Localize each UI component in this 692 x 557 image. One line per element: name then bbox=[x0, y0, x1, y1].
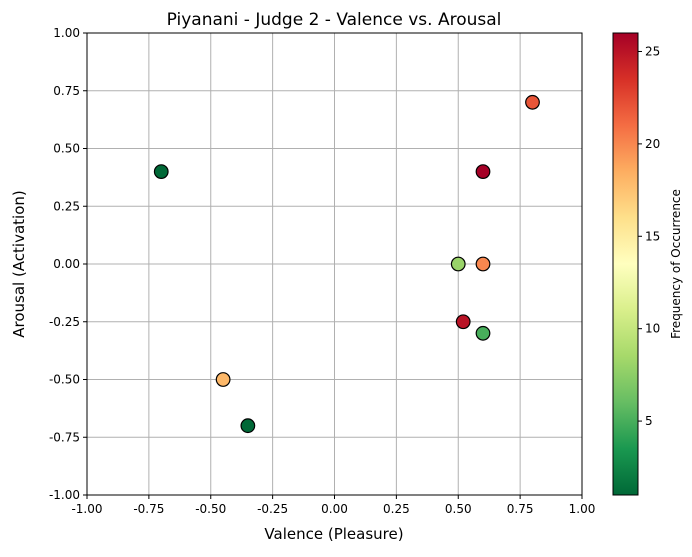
colorbar-tick-label: 15 bbox=[645, 229, 660, 243]
y-axis-ticks: -1.00 -0.75 -0.50 -0.25 0.00 0.25 0.50 0.75 1.00 bbox=[49, 26, 87, 502]
colorbar-tick-label: 5 bbox=[645, 414, 653, 428]
data-point bbox=[450, 256, 466, 272]
y-tick-label: 0.50 bbox=[53, 142, 80, 156]
chart-title: Piyanani - Judge 2 - Valence vs. Arousal bbox=[167, 10, 502, 30]
data-point bbox=[475, 164, 491, 180]
data-point bbox=[475, 325, 491, 341]
x-tick-label: -0.25 bbox=[257, 502, 288, 516]
x-tick-label: -1.00 bbox=[71, 502, 102, 516]
grid bbox=[86, 32, 583, 496]
y-tick-label: -0.25 bbox=[49, 315, 80, 329]
data-point bbox=[475, 256, 491, 272]
colorbar-tick-label: 10 bbox=[645, 322, 660, 336]
x-tick-label: -0.50 bbox=[195, 502, 226, 516]
data-point bbox=[215, 372, 231, 387]
y-tick-label: -1.00 bbox=[49, 488, 80, 502]
x-tick-label: 1.00 bbox=[569, 502, 596, 516]
colorbar-label: Frequency of Occurrence bbox=[669, 189, 683, 339]
x-axis-ticks: -1.00 -0.75 -0.50 -0.25 0.00 0.25 0.50 0.75 1.00 bbox=[71, 495, 595, 516]
y-tick-label: 0.75 bbox=[53, 84, 80, 98]
data-point bbox=[240, 418, 256, 434]
x-tick-label: 0.25 bbox=[383, 502, 410, 516]
y-tick-label: 0.25 bbox=[53, 199, 80, 213]
y-tick-label: -0.50 bbox=[49, 373, 80, 387]
colorbar-tick-label: 20 bbox=[645, 137, 660, 151]
x-tick-label: 0.00 bbox=[321, 502, 348, 516]
data-points bbox=[153, 94, 540, 434]
y-tick-label: -0.75 bbox=[49, 430, 80, 444]
x-axis-label: Valence (Pleasure) bbox=[264, 525, 403, 543]
colorbar-tick-label: 25 bbox=[645, 44, 660, 58]
y-tick-label: 1.00 bbox=[53, 26, 80, 40]
x-tick-label: 0.50 bbox=[445, 502, 472, 516]
colorbar bbox=[612, 32, 639, 496]
x-tick-label: -0.75 bbox=[133, 502, 164, 516]
data-point bbox=[455, 314, 471, 330]
x-tick-label: 0.75 bbox=[507, 502, 534, 516]
colorbar-ticks: 5 10 15 20 25 bbox=[638, 44, 660, 428]
y-axis-label: Arousal (Activation) bbox=[10, 190, 28, 338]
data-point bbox=[525, 94, 540, 110]
y-tick-label: 0.00 bbox=[53, 257, 80, 271]
data-point bbox=[153, 164, 169, 180]
